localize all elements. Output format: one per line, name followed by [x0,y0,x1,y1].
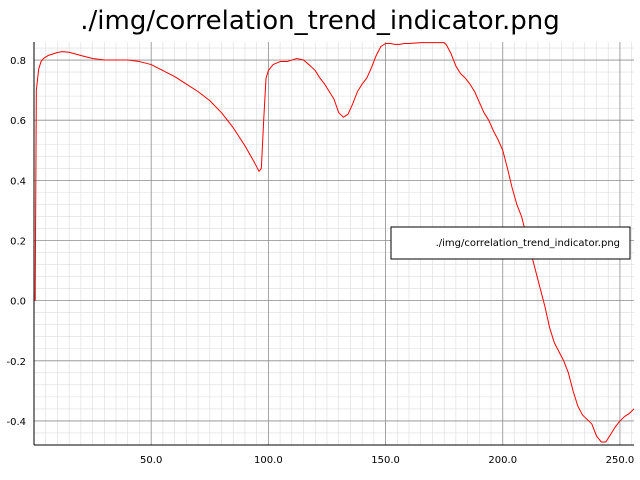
x-tick-label: 250.0 [606,455,635,466]
y-tick-label: 0.0 [10,297,26,308]
x-tick-label: 50.0 [140,455,162,466]
chart-title: ./img/correlation_trend_indicator.png [80,6,560,36]
y-tick-label: 0.4 [10,176,26,187]
y-tick-label: -0.4 [6,417,26,428]
axes: 50.0 100.0 150.0 200.0 250.0 0.8 0.6 0.4 0.2 0.0 -… [6,42,634,466]
legend-entry-label: ./img/correlation_trend_indicator.png [436,238,620,249]
minor-gridlines [34,42,634,446]
series-layer [34,42,635,443]
x-tick-label: 200.0 [488,455,517,466]
y-tick-label: -0.2 [6,357,26,368]
y-tick-label: 0.6 [10,116,26,127]
y-tick-label: 0.8 [10,56,26,67]
x-tick-label: 150.0 [371,455,400,466]
series-line-0 [34,42,635,443]
legend-box [390,226,631,260]
y-tick-label: 0.2 [10,236,26,247]
legend: ./img/correlation_trend_indicator.png [390,226,631,260]
x-tick-label: 100.0 [254,455,283,466]
major-gridlines [34,42,634,445]
